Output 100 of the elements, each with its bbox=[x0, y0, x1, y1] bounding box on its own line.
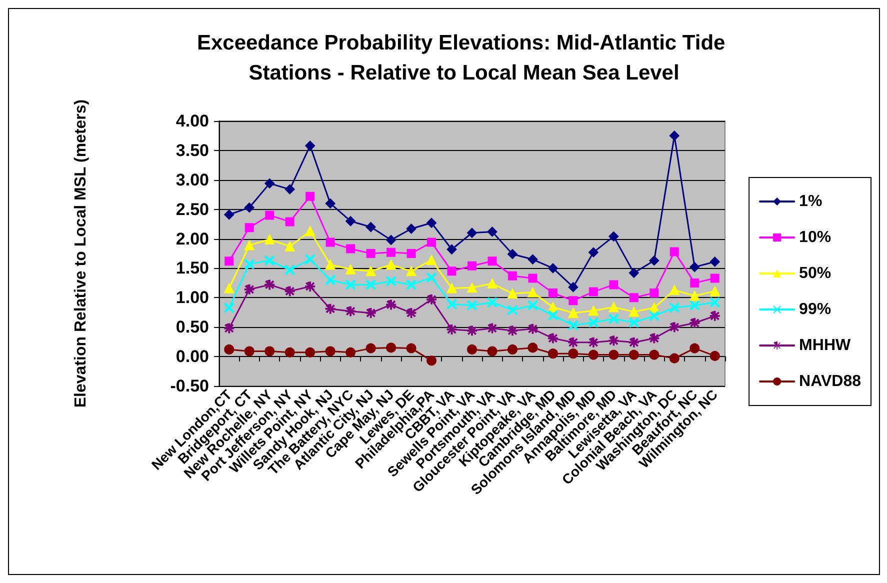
point bbox=[244, 223, 254, 232]
y-tick-label: 3.00 bbox=[176, 170, 209, 190]
point bbox=[446, 324, 457, 334]
point bbox=[264, 234, 275, 244]
point bbox=[710, 350, 720, 361]
point bbox=[264, 280, 275, 290]
point bbox=[325, 346, 336, 356]
point bbox=[406, 280, 416, 290]
point bbox=[710, 274, 720, 283]
point bbox=[285, 217, 294, 226]
point bbox=[487, 297, 498, 308]
y-tick-label: 1.50 bbox=[176, 258, 209, 278]
point bbox=[488, 256, 497, 266]
point bbox=[629, 293, 638, 302]
point bbox=[467, 282, 477, 293]
point bbox=[608, 350, 619, 360]
point bbox=[649, 256, 660, 266]
point bbox=[710, 286, 720, 296]
point bbox=[224, 302, 234, 313]
point bbox=[628, 317, 639, 328]
point bbox=[568, 348, 578, 359]
point bbox=[568, 308, 578, 318]
point bbox=[528, 254, 538, 264]
point bbox=[467, 228, 477, 238]
point bbox=[690, 262, 700, 272]
point bbox=[669, 353, 680, 364]
point bbox=[426, 294, 437, 304]
point bbox=[406, 249, 416, 258]
point bbox=[366, 343, 376, 354]
point bbox=[628, 306, 639, 317]
point bbox=[305, 140, 316, 151]
point bbox=[649, 333, 660, 344]
point bbox=[670, 247, 679, 256]
point bbox=[446, 283, 457, 294]
point bbox=[346, 244, 356, 254]
point bbox=[507, 288, 518, 299]
point bbox=[426, 356, 437, 366]
point bbox=[650, 288, 659, 298]
point bbox=[468, 261, 476, 270]
point bbox=[346, 216, 356, 226]
point bbox=[608, 336, 619, 346]
point bbox=[548, 288, 558, 298]
point bbox=[224, 323, 234, 334]
point bbox=[224, 256, 234, 266]
point bbox=[386, 342, 396, 353]
chart-title: Exceedance Probability Elevations: Mid-Atlantic Tide Stations - Relative to Local Mean Sea Level bbox=[196, 32, 732, 84]
point bbox=[426, 272, 437, 283]
point bbox=[710, 256, 720, 267]
point bbox=[284, 347, 295, 358]
point bbox=[628, 337, 639, 348]
point bbox=[325, 304, 336, 314]
point bbox=[669, 130, 680, 141]
point bbox=[467, 326, 477, 336]
point bbox=[406, 343, 416, 354]
point bbox=[628, 268, 639, 278]
point bbox=[548, 310, 558, 320]
point bbox=[406, 266, 416, 276]
point bbox=[346, 347, 356, 358]
point bbox=[244, 259, 254, 270]
point bbox=[244, 346, 254, 356]
point bbox=[244, 202, 254, 213]
point bbox=[588, 317, 598, 328]
point bbox=[346, 306, 356, 316]
point bbox=[588, 306, 598, 316]
point bbox=[690, 343, 700, 354]
point bbox=[366, 266, 376, 276]
legend-label: NAVD88 bbox=[799, 373, 862, 390]
y-tick-label: 4.00 bbox=[176, 112, 209, 130]
point bbox=[487, 323, 498, 334]
point bbox=[690, 278, 700, 288]
point bbox=[224, 210, 234, 220]
point bbox=[326, 238, 335, 247]
point bbox=[528, 287, 538, 298]
point bbox=[426, 218, 437, 228]
point bbox=[608, 314, 619, 324]
point bbox=[284, 241, 295, 252]
point bbox=[568, 296, 578, 306]
point bbox=[427, 238, 436, 247]
point bbox=[386, 260, 396, 270]
point bbox=[325, 275, 336, 285]
y-tick-label: 0.50 bbox=[176, 318, 209, 337]
point bbox=[467, 344, 477, 354]
point bbox=[508, 271, 517, 280]
point bbox=[406, 308, 416, 318]
point bbox=[487, 346, 498, 356]
point bbox=[487, 226, 498, 237]
point bbox=[366, 280, 376, 290]
point bbox=[325, 260, 336, 270]
point bbox=[265, 210, 274, 220]
point bbox=[690, 300, 700, 310]
point bbox=[244, 240, 254, 250]
point bbox=[426, 254, 437, 265]
point bbox=[446, 299, 457, 310]
point bbox=[325, 198, 336, 208]
point bbox=[264, 256, 275, 266]
point bbox=[467, 300, 477, 310]
point bbox=[264, 346, 275, 356]
point bbox=[306, 192, 315, 201]
y-tick-label: 3.50 bbox=[176, 140, 209, 160]
point bbox=[366, 222, 376, 232]
